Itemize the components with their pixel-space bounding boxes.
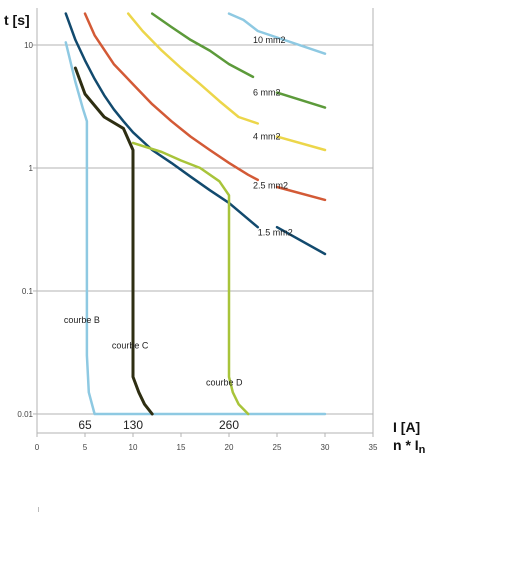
y-axis-title: t [s]	[4, 12, 30, 28]
x-tick-label: 10	[129, 443, 138, 452]
y-tick-label: 10	[24, 41, 33, 50]
x-axis-subtitle-main: n * I	[393, 437, 419, 453]
x-tick-label: 15	[177, 443, 186, 452]
x-tick-label: 35	[369, 443, 378, 452]
tick-labels: 10 1 0.1 0.01 0 5 10 15 20 25 30 35	[17, 41, 378, 452]
x-tick-label: 20	[225, 443, 234, 452]
series-label: courbe D	[206, 378, 243, 388]
series-line-tail	[275, 185, 327, 202]
series-label: 6 mm2	[253, 88, 281, 98]
series-lines	[64, 12, 327, 416]
x-tick-label: 25	[273, 443, 282, 452]
series-line-tail	[275, 91, 327, 109]
series-label: 1.5 mm2	[258, 227, 293, 237]
series-line	[150, 12, 255, 79]
axes	[33, 8, 374, 437]
x-tick-label: 0	[35, 443, 40, 452]
stray-mark	[38, 507, 39, 512]
series-label: courbe B	[64, 315, 100, 325]
series-line	[73, 66, 154, 416]
marked-value-label: 65	[78, 418, 92, 432]
series-line-tail	[275, 135, 327, 152]
series-line-tail	[275, 225, 327, 256]
series-line	[64, 12, 260, 229]
y-tick-label: 0.1	[22, 287, 34, 296]
series-line	[64, 41, 327, 416]
series-line	[126, 12, 260, 125]
series-label: 10 mm2	[253, 35, 286, 45]
marked-value-label: 130	[123, 418, 143, 432]
plot-area	[37, 8, 373, 433]
x-tick-label: 30	[321, 443, 330, 452]
marked-value-label: 260	[219, 418, 239, 432]
x-tick-label: 5	[83, 443, 88, 452]
series-line	[227, 12, 327, 55]
series-line	[83, 12, 260, 182]
series-line	[131, 141, 250, 416]
marked-values: 65 130 260	[78, 418, 239, 432]
y-tick-label: 1	[29, 164, 34, 173]
x-axis-subtitle-sub: n	[419, 444, 426, 456]
x-axis-subtitle: n * In	[393, 437, 426, 456]
series-labels: 10 mm2 6 mm2 4 mm2 2.5 mm2 1.5 mm2 courbe B co…	[64, 35, 293, 388]
y-tick-label: 0.01	[17, 410, 33, 419]
grid	[37, 8, 374, 433]
series-label: 4 mm2	[253, 132, 281, 142]
series-label: 2.5 mm2	[253, 181, 288, 191]
x-axis-title: I [A]	[393, 419, 420, 435]
series-label: courbe C	[112, 341, 149, 351]
